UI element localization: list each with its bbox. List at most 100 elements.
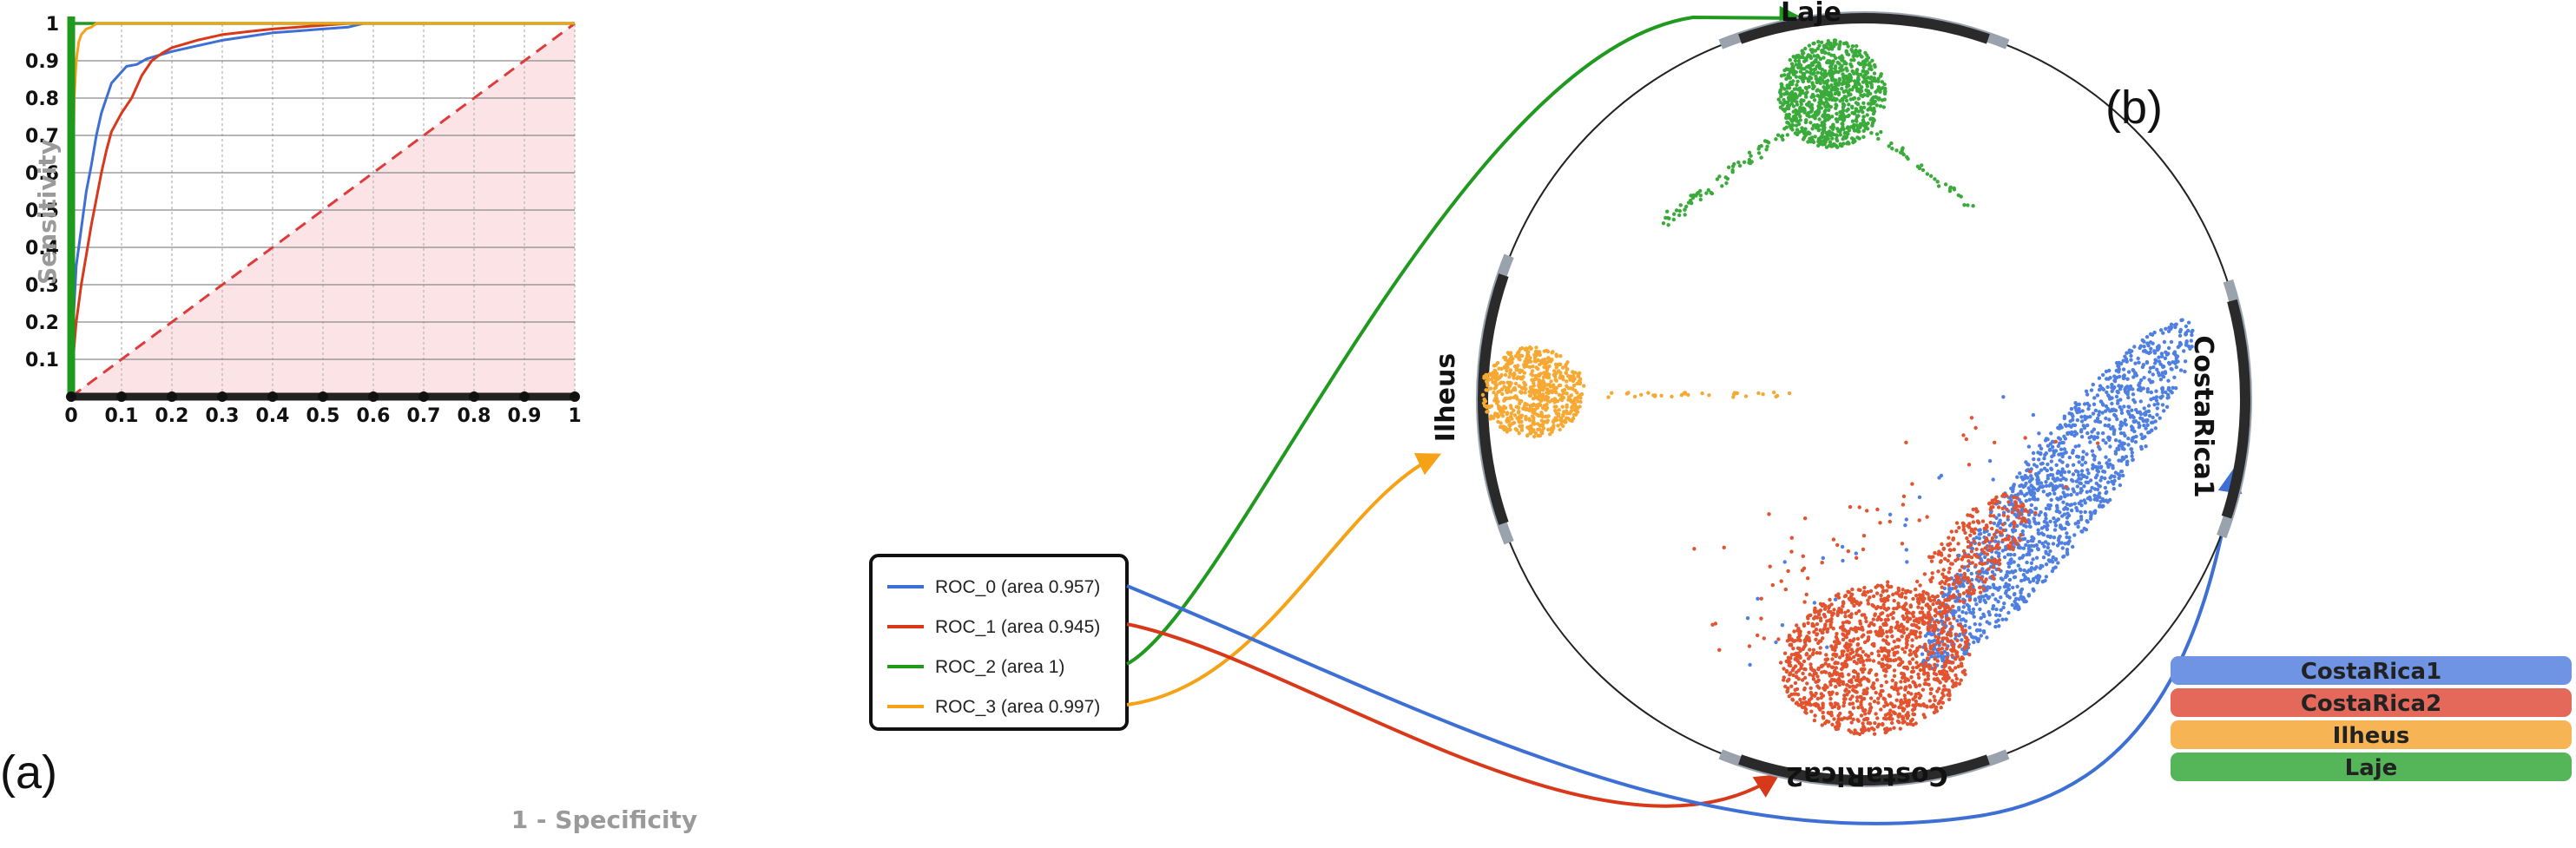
point-costarica2 [1907,661,1913,666]
point-laje [1840,110,1844,115]
point-ilheus [1503,355,1508,360]
point-costarica2 [1941,676,1946,681]
point-costarica1 [2155,406,2159,411]
point-costarica1 [2179,318,2184,323]
point-costarica2 [1946,693,1950,697]
point-laje [1838,40,1842,44]
point-laje [1844,49,1848,53]
point-laje [1841,127,1846,132]
point-costarica1 [2029,566,2034,570]
point-costarica1 [1957,615,1961,619]
point-ilheus [1549,379,1553,384]
point-costarica2 [1812,616,1816,621]
point-costarica2 [1914,629,1919,634]
point-laje [1805,69,1809,74]
point-costarica2 [1931,643,1936,648]
point-ilheus [1700,391,1704,396]
point-costarica1 [2115,389,2119,394]
point-costarica1 [1999,526,2003,530]
key-label-2: Ilheus [2333,723,2410,749]
point-costarica2 [2003,537,2008,542]
point-costarica2 [1811,648,1816,652]
point-costarica2 [1953,574,1959,578]
point-ilheus [1573,404,1578,409]
point-laje [1920,163,1924,168]
point-ilheus [1552,369,1557,373]
point-costarica1 [2069,503,2074,507]
point-costarica2 [1954,521,1960,525]
point-costarica2 [1787,663,1791,667]
point-costarica1 [2051,444,2055,450]
point-laje [1810,138,1815,142]
point-costarica1 [2125,377,2130,381]
point-costarica1 [2121,374,2125,378]
point-laje [1803,56,1808,61]
point-costarica1 [2018,471,2022,476]
point-costarica2 [1859,677,1864,682]
point-costarica2 [1841,632,1845,636]
point-costarica1 [2004,582,2008,586]
point-laje [1849,64,1854,69]
point-costarica2 [1717,648,1722,652]
point-costarica2 [1946,639,1950,643]
point-laje [1855,77,1861,82]
point-costarica2 [1901,720,1905,725]
point-costarica1 [2154,395,2159,399]
point-laje [1835,138,1840,143]
y-tick-label: 0.8 [25,89,59,110]
point-laje [1855,68,1860,72]
point-costarica2 [1906,711,1910,715]
point-costarica2 [1936,569,1940,574]
point-costarica2 [1855,699,1860,703]
point-costarica2 [1820,723,1824,727]
point-costarica1 [1985,635,1989,640]
point-laje [1889,141,1894,146]
point-costarica2 [1903,687,1907,692]
point-costarica2 [1843,610,1848,615]
roc-legend: ROC_0 (area 0.957)ROC_1 (area 0.945)ROC_… [869,554,1129,731]
point-ilheus [1493,385,1499,390]
point-costarica1 [2026,486,2031,490]
point-costarica1 [1982,570,1986,575]
point-laje [1727,165,1731,169]
point-costarica2 [1791,673,1795,678]
point-costarica1 [2067,424,2072,428]
point-laje [1830,71,1835,76]
point-laje [1851,96,1855,102]
point-costarica2 [1722,545,1726,549]
x-tick-mark [418,391,429,402]
point-costarica1 [2041,555,2046,560]
point-laje [1792,87,1797,91]
point-costarica1 [2108,444,2112,449]
point-costarica1 [2047,448,2052,452]
point-costarica1 [2147,413,2152,418]
point-laje [1841,89,1846,95]
point-ilheus [1510,359,1514,364]
point-costarica2 [2064,484,2068,490]
point-costarica2 [1829,602,1834,607]
point-costarica1 [2152,330,2157,335]
point-costarica1 [2096,431,2100,436]
point-costarica1 [2131,387,2135,391]
point-laje [1826,39,1830,43]
point-costarica2 [1828,696,1833,701]
point-ilheus [1552,385,1557,390]
point-costarica2 [1811,651,1815,655]
point-costarica2 [1957,525,1961,530]
point-costarica2 [1956,664,1960,668]
point-laje [1821,142,1825,147]
point-costarica2 [1929,559,1934,563]
point-laje [1829,76,1835,81]
point-laje [1730,170,1735,174]
point-costarica1 [2034,565,2039,569]
point-costarica2 [1928,691,1933,696]
point-laje [1815,70,1820,75]
point-costarica2 [1849,648,1854,652]
point-laje [1807,79,1811,83]
point-ilheus [1544,408,1548,412]
point-laje [1854,48,1858,53]
point-laje [1814,76,1818,81]
point-costarica2 [1885,634,1889,639]
point-costarica2 [1853,728,1857,733]
point-laje [1831,85,1835,90]
